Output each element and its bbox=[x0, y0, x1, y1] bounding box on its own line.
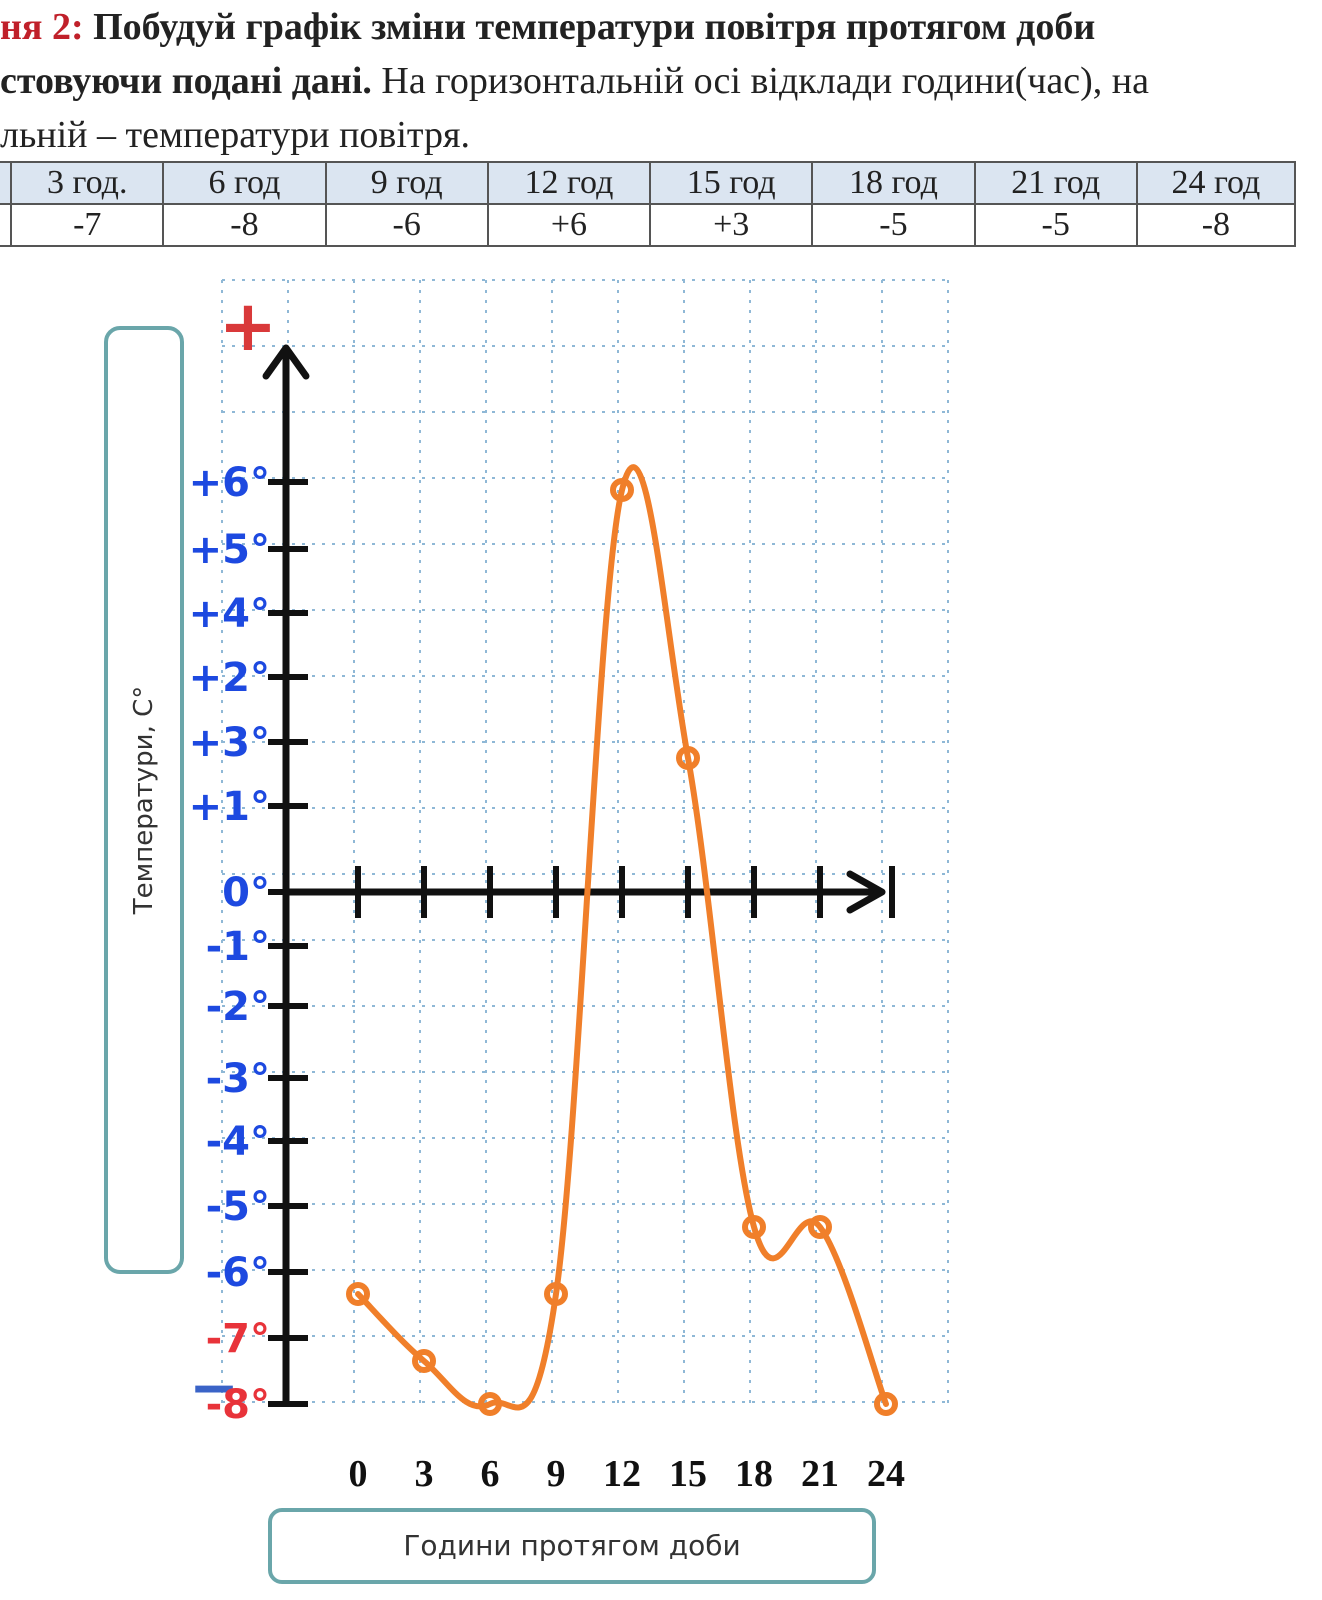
y-axis-arrow bbox=[262, 344, 310, 380]
table-value-cell: +3 bbox=[649, 203, 814, 247]
task-line-1: ня 2: Побудуй графік зміни температури п… bbox=[0, 0, 1322, 54]
data-point bbox=[346, 1282, 370, 1306]
y-tick-label: -8° bbox=[206, 1382, 270, 1428]
data-point bbox=[610, 478, 634, 502]
data-table: 3 год. 6 год 9 год 12 год 15 год 18 год … bbox=[0, 161, 1297, 247]
table-header-cell: 3 год. bbox=[10, 161, 165, 205]
table-value-cell: -7 bbox=[10, 203, 165, 247]
y-axis-label-box: Температури, С° bbox=[104, 326, 184, 1274]
table-header-cell: 12 год bbox=[486, 161, 652, 205]
task-line-1-text: Побудуй графік зміни температури повітря… bbox=[83, 6, 1096, 48]
table-header-cell: 21 год bbox=[973, 161, 1138, 205]
minus-sign-icon: − bbox=[189, 1353, 239, 1423]
data-point bbox=[412, 1349, 436, 1373]
y-tick-label: +2° bbox=[189, 655, 270, 701]
y-tick-label: +6° bbox=[189, 460, 270, 506]
data-point bbox=[676, 746, 700, 770]
x-axis-label-box: Години протягом доби bbox=[268, 1508, 876, 1584]
plus-sign-icon: + bbox=[219, 285, 278, 367]
table-value-cell: -6 bbox=[324, 203, 489, 247]
task-line-2-text: На горизонтальній осі відклади години(ча… bbox=[371, 60, 1149, 102]
task-line-2-bold: стовуючи подані дані. bbox=[0, 60, 372, 102]
task-line-3: льній – температури повітря. bbox=[0, 108, 1322, 162]
task-label: ня 2: bbox=[0, 6, 84, 48]
x-tick-label: 0 bbox=[349, 1453, 368, 1495]
y-tick-label: -4° bbox=[206, 1119, 270, 1165]
table-header-cell: 15 год bbox=[649, 161, 814, 205]
table-header-cell: 6 год bbox=[162, 161, 327, 205]
task-text: ня 2: Побудуй графік зміни температури п… bbox=[0, 0, 1322, 162]
x-axis-arrow bbox=[846, 870, 886, 914]
temperature-curve bbox=[346, 464, 898, 1416]
table-value-cell: -5 bbox=[973, 203, 1138, 247]
table-header-row: 3 год. 6 год 9 год 12 год 15 год 18 год … bbox=[0, 161, 1297, 205]
y-tick-label: +4° bbox=[189, 591, 270, 637]
x-tick-label: 12 bbox=[603, 1453, 641, 1495]
y-tick-label: 0° bbox=[222, 870, 270, 916]
axes: +− bbox=[189, 285, 895, 1423]
y-tick-label: -3° bbox=[206, 1056, 270, 1102]
x-tick-label: 6 bbox=[481, 1453, 500, 1495]
data-point bbox=[808, 1215, 832, 1239]
data-point bbox=[544, 1282, 568, 1306]
y-tick-label: +5° bbox=[189, 527, 270, 573]
x-tick-label: 3 bbox=[415, 1453, 434, 1495]
table-value-cell: +6 bbox=[486, 203, 652, 247]
table-header-cell: 24 год bbox=[1135, 161, 1297, 205]
data-point bbox=[478, 1392, 502, 1416]
x-tick-label: 21 bbox=[801, 1453, 839, 1495]
table-value-cell: -8 bbox=[1135, 203, 1297, 247]
table-value-cell: -5 bbox=[811, 203, 976, 247]
table-header-cell: 18 год bbox=[811, 161, 976, 205]
y-tick-label: -7° bbox=[206, 1316, 270, 1362]
table-cell bbox=[0, 203, 13, 247]
x-tick-label: 18 bbox=[735, 1453, 773, 1495]
grid bbox=[221, 279, 949, 1408]
table-cell bbox=[0, 161, 13, 205]
x-tick-label: 9 bbox=[547, 1453, 566, 1495]
y-tick-label: +1° bbox=[189, 784, 270, 830]
y-tick-label: +3° bbox=[189, 720, 270, 766]
x-axis-label: Години протягом доби bbox=[403, 1529, 741, 1562]
y-tick-label: -5° bbox=[206, 1184, 270, 1230]
data-point bbox=[874, 1392, 898, 1416]
task-line-3-text: льній – температури повітря. bbox=[0, 114, 470, 156]
data-point bbox=[742, 1215, 766, 1239]
y-tick-label: -1° bbox=[206, 924, 270, 970]
x-tick-label: 15 bbox=[669, 1453, 707, 1495]
y-ticks: +6° +5° +4° +2° +3° +1° 0° -1° -2° -3° -4° -5° -6° -7… bbox=[189, 460, 308, 1428]
x-tick-label: 24 bbox=[867, 1453, 905, 1495]
task-line-2: стовуючи подані дані. На горизонтальній … bbox=[0, 54, 1322, 108]
y-tick-label: -2° bbox=[206, 984, 270, 1030]
y-tick-label: -6° bbox=[206, 1250, 270, 1296]
table-value-row: -7 -8 -6 +6 +3 -5 -5 -8 bbox=[0, 203, 1297, 247]
table-header-cell: 9 год bbox=[324, 161, 489, 205]
series-line bbox=[355, 464, 889, 1411]
table-value-cell: -8 bbox=[162, 203, 327, 247]
x-ticks: 0 3 6 9 12 15 18 21 24 bbox=[349, 866, 905, 1495]
